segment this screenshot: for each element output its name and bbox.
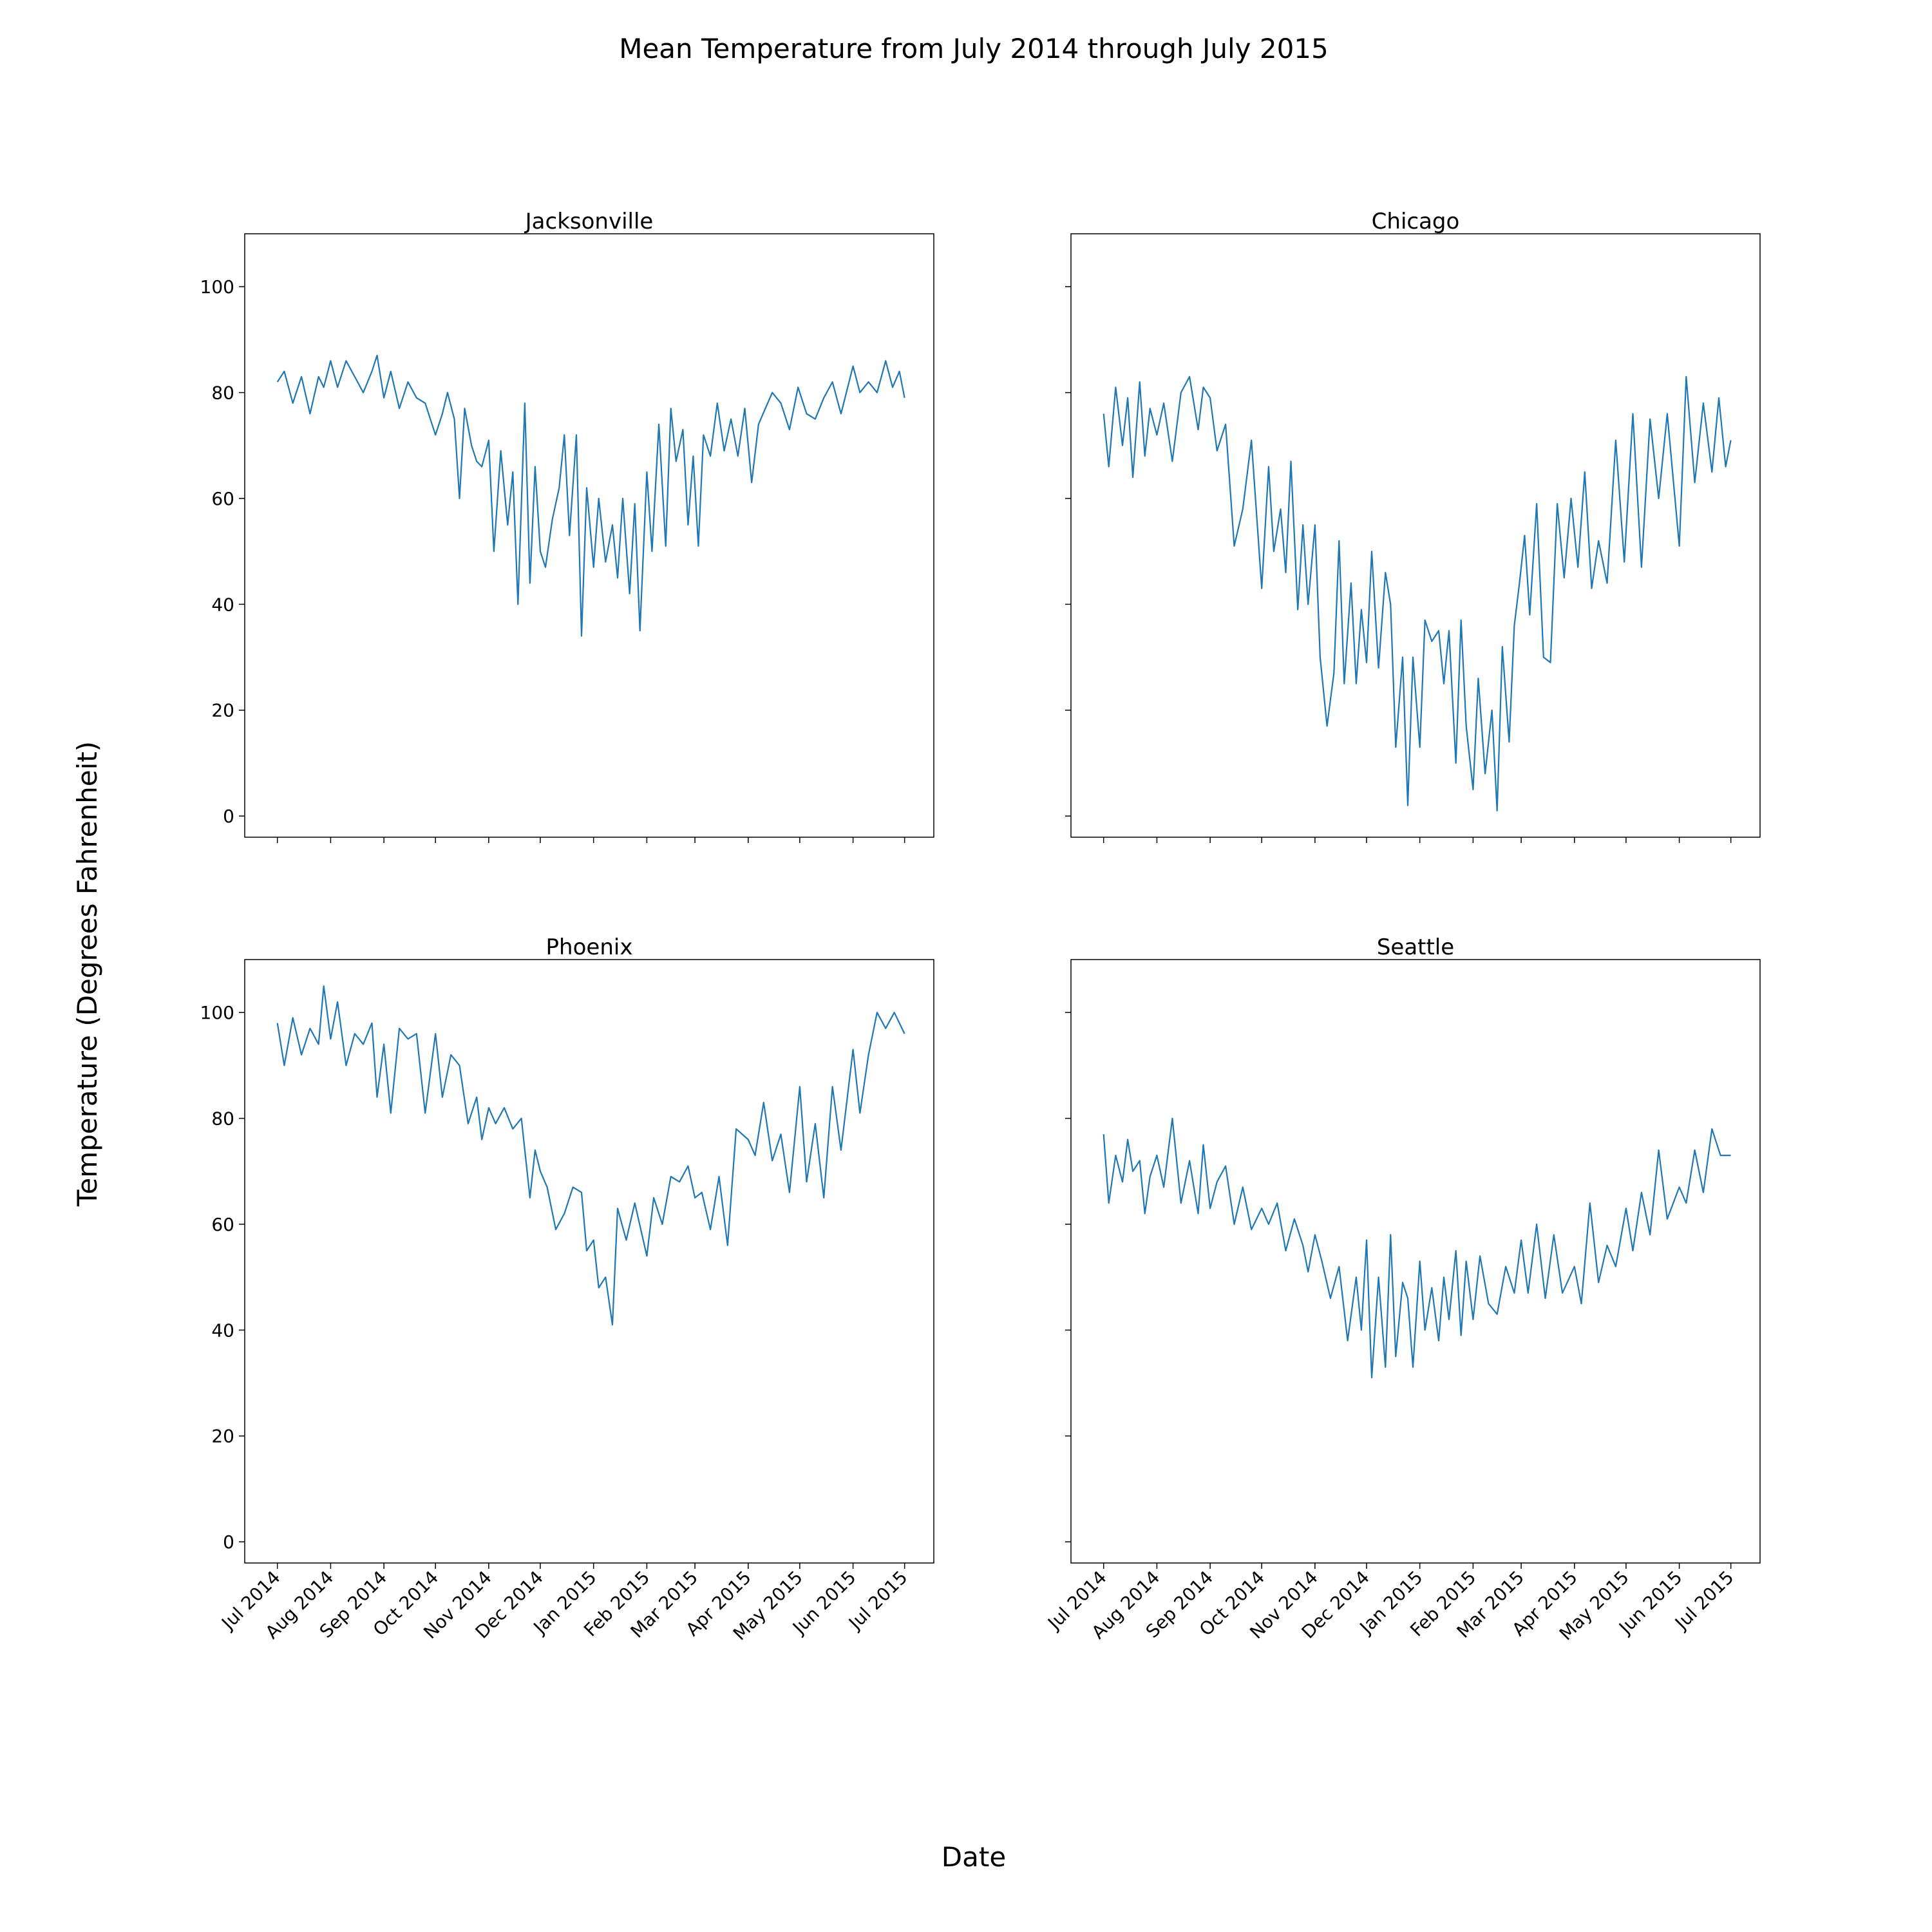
series-line-chicago xyxy=(1103,375,1732,812)
y-tick-label: 100 xyxy=(200,1002,234,1023)
subplot-grid: Jacksonville 0 20 40 60 80 100 Chicago Phoenix 0 2… xyxy=(200,209,1761,1645)
subplot-jacksonville: Jacksonville 0 20 40 60 80 100 xyxy=(200,209,934,843)
series-line-phoenix xyxy=(276,985,905,1326)
y-tick-label: 20 xyxy=(211,1426,234,1447)
y-tick-label: 80 xyxy=(211,1108,234,1130)
y-tick-label: 0 xyxy=(223,806,234,827)
x-axis-label: Date xyxy=(942,1841,1006,1873)
y-tick-label: 80 xyxy=(211,383,234,404)
subplot-title-jacksonville: Jacksonville xyxy=(524,209,654,234)
y-tick-label: 60 xyxy=(211,1214,234,1235)
y-tick-label: 40 xyxy=(211,1320,234,1341)
y-tick-label: 60 xyxy=(211,488,234,509)
y-tick-label: 100 xyxy=(200,276,234,298)
plot-frame-jacksonville xyxy=(244,233,934,838)
plot-frame-chicago xyxy=(1070,233,1761,838)
y-tick-label: 20 xyxy=(211,700,234,721)
figure-title: Mean Temperature from July 2014 through … xyxy=(619,33,1329,64)
subplot-title-seattle: Seattle xyxy=(1377,934,1454,960)
series-line-seattle xyxy=(1103,1117,1731,1379)
subplot-title-phoenix: Phoenix xyxy=(546,934,633,960)
series-line-jacksonville xyxy=(276,354,905,637)
y-axis-label: Temperature (Degrees Fahrenheit) xyxy=(71,741,103,1207)
y-tick-label: 0 xyxy=(223,1531,234,1553)
subplot-title-chicago: Chicago xyxy=(1372,209,1460,234)
subplot-chicago: Chicago xyxy=(1065,209,1761,843)
plot-frame-seattle xyxy=(1070,959,1761,1564)
plot-frame-phoenix xyxy=(244,959,934,1564)
y-tick-label: 40 xyxy=(211,594,234,615)
